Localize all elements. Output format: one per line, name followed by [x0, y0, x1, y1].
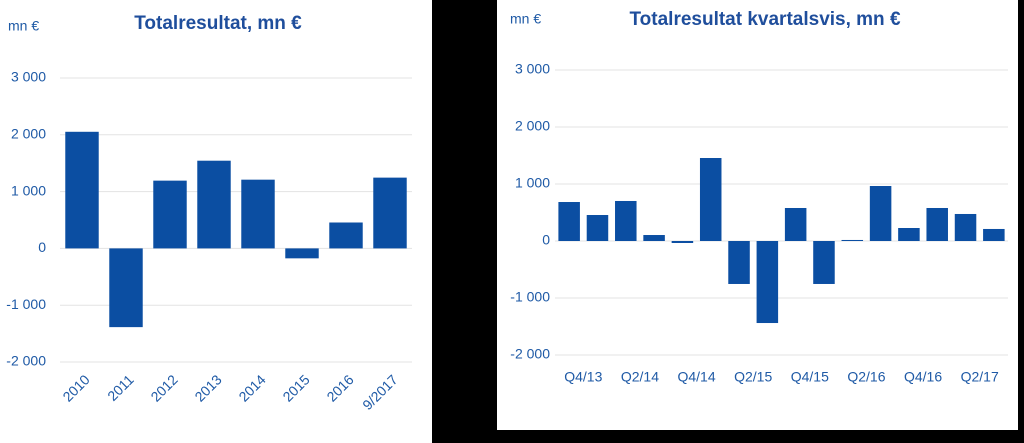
y-tick-label: 1 000 [11, 182, 46, 198]
bar [926, 207, 948, 241]
bar [329, 222, 363, 249]
bar [558, 202, 580, 241]
y-tick-label: 1 000 [515, 175, 550, 191]
bar [728, 241, 750, 284]
y-tick-label: 2 000 [11, 126, 46, 142]
bar [586, 215, 609, 241]
bar [197, 160, 231, 249]
x-tick-label: Q2/14 [621, 369, 659, 385]
y-tick-label: -1 000 [510, 289, 550, 305]
x-tick-label: Q2/15 [734, 369, 772, 385]
bar [153, 180, 187, 249]
y-tick-label: -1 000 [6, 296, 46, 312]
x-tick-label: Q2/16 [847, 369, 885, 385]
bar [756, 241, 779, 324]
bar [813, 241, 835, 284]
bar [615, 200, 637, 241]
y-tick-label: 2 000 [515, 118, 550, 134]
bar [285, 248, 319, 259]
y-tick-label: 3 000 [11, 69, 46, 85]
y-tick-label: -2 000 [6, 353, 46, 369]
y-axis-unit: mn € [8, 18, 39, 34]
bar [241, 179, 275, 249]
bar [841, 239, 864, 241]
bar [671, 241, 694, 243]
y-tick-label: 3 000 [515, 61, 550, 77]
bar [373, 177, 407, 249]
x-tick-label: Q4/15 [791, 369, 829, 385]
bar [954, 213, 977, 241]
bar [643, 235, 665, 241]
x-tick-label: Q4/13 [564, 369, 602, 385]
x-tick-label: Q2/17 [961, 369, 999, 385]
bar [983, 228, 1005, 241]
y-tick-label: 0 [38, 239, 46, 255]
y-axis-unit: mn € [510, 11, 541, 27]
y-tick-label: -2 000 [510, 346, 550, 362]
chart-title: Totalresultat, mn € [134, 13, 302, 34]
bar [898, 228, 920, 241]
bar [784, 207, 807, 241]
bar [699, 158, 722, 241]
bar [65, 131, 99, 249]
x-tick-label: Q4/16 [904, 369, 942, 385]
y-tick-label: 0 [542, 232, 550, 248]
chart-title: Totalresultat kvartalsvis, mn € [629, 9, 900, 30]
bar [869, 185, 892, 241]
bar [109, 248, 143, 328]
x-tick-label: Q4/14 [677, 369, 715, 385]
